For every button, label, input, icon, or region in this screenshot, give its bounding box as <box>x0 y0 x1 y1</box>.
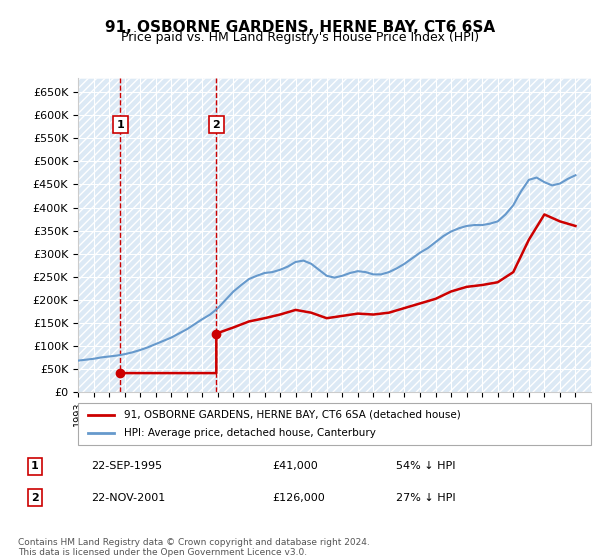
Text: 91, OSBORNE GARDENS, HERNE BAY, CT6 6SA (detached house): 91, OSBORNE GARDENS, HERNE BAY, CT6 6SA … <box>124 410 461 420</box>
Text: 1: 1 <box>116 119 124 129</box>
Text: 1: 1 <box>31 461 39 471</box>
Text: £126,000: £126,000 <box>272 493 325 503</box>
Text: HPI: Average price, detached house, Canterbury: HPI: Average price, detached house, Cant… <box>124 428 376 438</box>
Text: Contains HM Land Registry data © Crown copyright and database right 2024.
This d: Contains HM Land Registry data © Crown c… <box>18 538 370 557</box>
FancyBboxPatch shape <box>78 403 591 445</box>
Text: 22-SEP-1995: 22-SEP-1995 <box>91 461 163 471</box>
Text: 27% ↓ HPI: 27% ↓ HPI <box>396 493 455 503</box>
Text: 22-NOV-2001: 22-NOV-2001 <box>91 493 166 503</box>
Text: Price paid vs. HM Land Registry's House Price Index (HPI): Price paid vs. HM Land Registry's House … <box>121 31 479 44</box>
Text: 91, OSBORNE GARDENS, HERNE BAY, CT6 6SA: 91, OSBORNE GARDENS, HERNE BAY, CT6 6SA <box>105 20 495 35</box>
Text: £41,000: £41,000 <box>272 461 317 471</box>
Text: 54% ↓ HPI: 54% ↓ HPI <box>396 461 455 471</box>
Text: 2: 2 <box>212 119 220 129</box>
Text: 2: 2 <box>31 493 39 503</box>
